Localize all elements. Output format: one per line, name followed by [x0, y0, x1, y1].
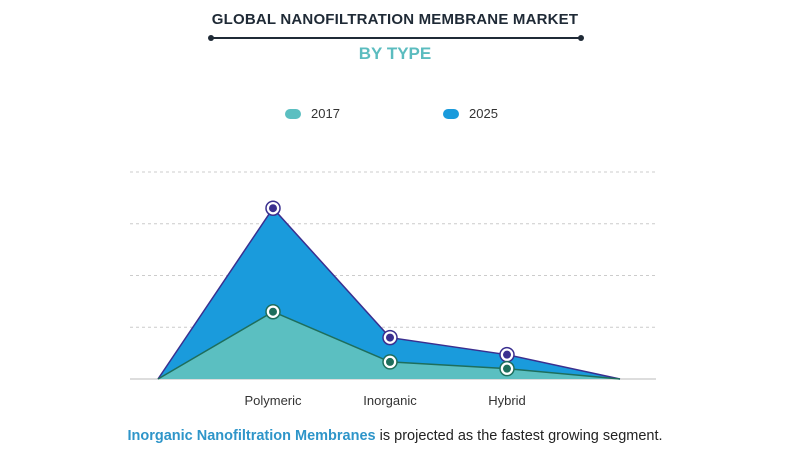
chart-title: GLOBAL NANOFILTRATION MEMBRANE MARKET	[211, 11, 579, 28]
legend-label-2025: 2025	[469, 106, 498, 121]
legend-label-2017: 2017	[311, 106, 340, 121]
marker-core-2017-inorganic	[386, 357, 394, 366]
x-tick-label-inorganic: Inorganic	[363, 393, 417, 408]
footer-caption: Inorganic Nanofiltration Membranes is pr…	[0, 428, 790, 444]
chart-subtitle: BY TYPE	[358, 44, 432, 63]
area-2017	[158, 311, 620, 379]
caption-text: is projected as the fastest growing segm…	[375, 428, 663, 444]
underline-dot-right	[578, 35, 584, 41]
marker-core-2017-polymeric	[269, 307, 277, 316]
title-underline	[208, 35, 584, 41]
marker-core-2025-polymeric	[269, 204, 277, 213]
legend: 2017 2025	[0, 106, 790, 126]
x-tick-label-polymeric: Polymeric	[244, 393, 302, 408]
marker-core-2017-hybrid	[503, 364, 511, 373]
underline-dot-left	[208, 35, 214, 41]
marker-core-2025-inorganic	[386, 333, 394, 342]
legend-item-2025: 2025	[443, 106, 498, 121]
legend-swatch-2017	[285, 108, 301, 119]
caption-highlight: Inorganic Nanofiltration Membranes	[127, 428, 376, 444]
legend-swatch-2025	[443, 108, 459, 119]
marker-core-2025-hybrid	[503, 350, 511, 359]
legend-item-2017: 2017	[285, 106, 340, 121]
x-tick-label-hybrid: Hybrid	[488, 393, 526, 408]
